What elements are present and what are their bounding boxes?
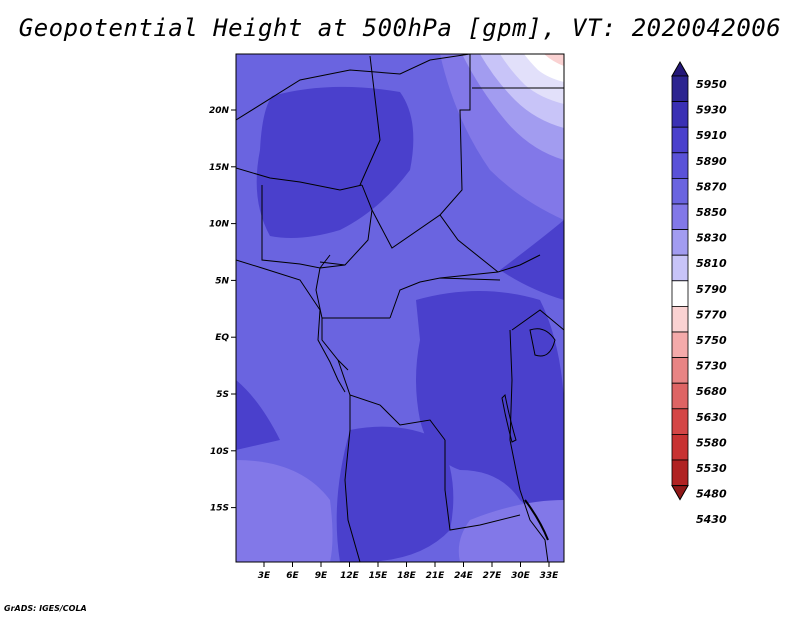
- border-car-2: [389, 277, 501, 319]
- field-5890-east: [500, 220, 564, 300]
- colorbar-top-arrow: [671, 60, 689, 77]
- border-north-3: [439, 54, 471, 216]
- map-frame: [235, 53, 565, 563]
- lon-label: 21E: [426, 571, 446, 581]
- lon-label: 3E: [258, 571, 271, 581]
- border-north-2: [359, 55, 381, 186]
- colorbar-segment: [671, 280, 689, 307]
- border-moz: [519, 489, 549, 562]
- lake-malawi: [524, 499, 549, 541]
- colorbar-label: 5830: [696, 232, 727, 245]
- lat-label: 5S: [216, 390, 229, 400]
- coastline: [236, 259, 346, 393]
- colorbar-label: 5770: [696, 308, 727, 321]
- field-5890-west: [236, 380, 280, 450]
- colorbar-label: 5790: [696, 283, 727, 296]
- height-field: [236, 54, 564, 562]
- border-nigeria: [261, 185, 331, 269]
- border-gabon: [321, 318, 349, 371]
- colorbar-segment: [671, 177, 689, 205]
- colorbar-segment: [671, 459, 689, 487]
- colorbar-segment: [671, 75, 689, 103]
- colorbar: 5950 5930 5910 5890 5870 5850 5830 5810 5790 5770…: [671, 60, 727, 526]
- latitude-axis: 20N 15N 10N 5N EQ 5S 10S 15S: [209, 106, 236, 514]
- lake-victoria: [529, 328, 556, 357]
- lon-label: 9E: [315, 571, 328, 581]
- colorbar-segment: [671, 126, 689, 154]
- colorbar-segment: [671, 408, 689, 435]
- lon-label: 15E: [369, 571, 389, 581]
- lon-label: 6E: [286, 571, 299, 581]
- border-cameroon: [319, 184, 373, 266]
- colorbar-segment: [671, 203, 689, 231]
- colorbar-label: 5730: [696, 360, 727, 373]
- lon-label: 30E: [511, 571, 531, 581]
- map-title: Geopotential Height at 500hPa [gpm], VT:…: [18, 14, 782, 42]
- border-tanzania: [511, 309, 564, 331]
- colorbar-segment: [671, 152, 689, 179]
- colorbar-label: 5680: [696, 385, 727, 398]
- colorbar-label: 5630: [696, 411, 727, 424]
- colorbar-segment: [671, 305, 689, 333]
- colorbar-label: 5910: [696, 129, 727, 142]
- field-5890-north: [256, 86, 414, 238]
- border-car: [315, 264, 390, 319]
- border-sudan: [439, 254, 541, 279]
- field-5890-congo: [416, 291, 564, 520]
- border-sahel: [236, 167, 363, 191]
- lat-label: 15N: [209, 163, 230, 173]
- grads-credit: GrADS: IGES/COLA: [4, 604, 87, 613]
- lon-label: 12E: [340, 571, 360, 581]
- lat-label: EQ: [215, 333, 229, 343]
- border-zambia: [444, 440, 521, 531]
- lat-label: 20N: [209, 106, 230, 116]
- lat-label: 5N: [215, 276, 229, 286]
- field-5850-sw: [236, 460, 333, 562]
- colorbar-segment: [671, 229, 689, 256]
- colorbar-label: 5930: [696, 104, 727, 117]
- longitude-axis: 3E 6E 9E 12E 15E 18E 21E 24E 27E 30E 33E: [258, 562, 559, 581]
- colorbar-segment: [671, 357, 689, 384]
- colorbar-label: 5890: [696, 155, 727, 168]
- colorbar-label: 5950: [696, 78, 727, 91]
- colorbar-label: 5810: [696, 257, 727, 270]
- border-north-1: [236, 54, 471, 121]
- lon-label: 33E: [540, 571, 560, 581]
- lon-label: 18E: [397, 571, 417, 581]
- field-5750-ne: [544, 54, 564, 66]
- lon-label: 24E: [454, 571, 474, 581]
- colorbar-label: 5870: [696, 180, 727, 193]
- country-borders: [236, 54, 564, 562]
- lat-label: 10N: [209, 220, 230, 230]
- lat-label: 15S: [210, 504, 229, 514]
- colorbar-label: 5530: [696, 462, 727, 475]
- border-chad: [371, 209, 499, 273]
- colorbar-label: 5430: [696, 513, 727, 526]
- colorbar-segment: [671, 101, 689, 128]
- colorbar-label: 5850: [696, 206, 727, 219]
- colorbar-segment: [671, 433, 689, 461]
- field-5850-se: [458, 500, 564, 562]
- colorbar-bottom-arrow: [671, 485, 689, 501]
- border-angola: [344, 395, 361, 562]
- colorbar-label: 5480: [696, 488, 727, 501]
- lake-tanganyika: [501, 393, 517, 443]
- field-5890-south: [336, 426, 454, 562]
- colorbar-segment: [671, 254, 689, 282]
- border-drc-east: [509, 329, 521, 491]
- colorbar-label: 5750: [696, 334, 727, 347]
- lon-label: 27E: [483, 571, 503, 581]
- colorbar-label: 5580: [696, 436, 727, 449]
- colorbar-segment: [671, 331, 689, 359]
- colorbar-segment: [671, 382, 689, 410]
- lat-label: 10S: [210, 447, 229, 457]
- border-congo: [337, 359, 446, 441]
